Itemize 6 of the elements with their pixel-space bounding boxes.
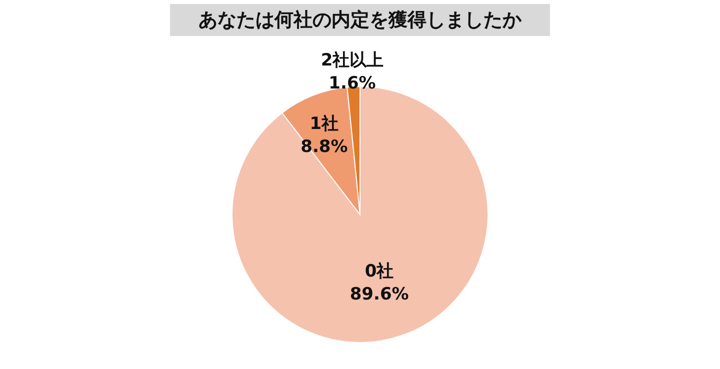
chart-title: あなたは何社の内定を獲得しましたか xyxy=(170,4,550,36)
slice-label: 1社 xyxy=(310,114,339,134)
slice-label: 0社 xyxy=(364,261,394,282)
data-label: 89.6% xyxy=(350,284,409,304)
data-label: 1.6% xyxy=(328,74,376,94)
slice-label: 2社以上 xyxy=(320,50,384,71)
